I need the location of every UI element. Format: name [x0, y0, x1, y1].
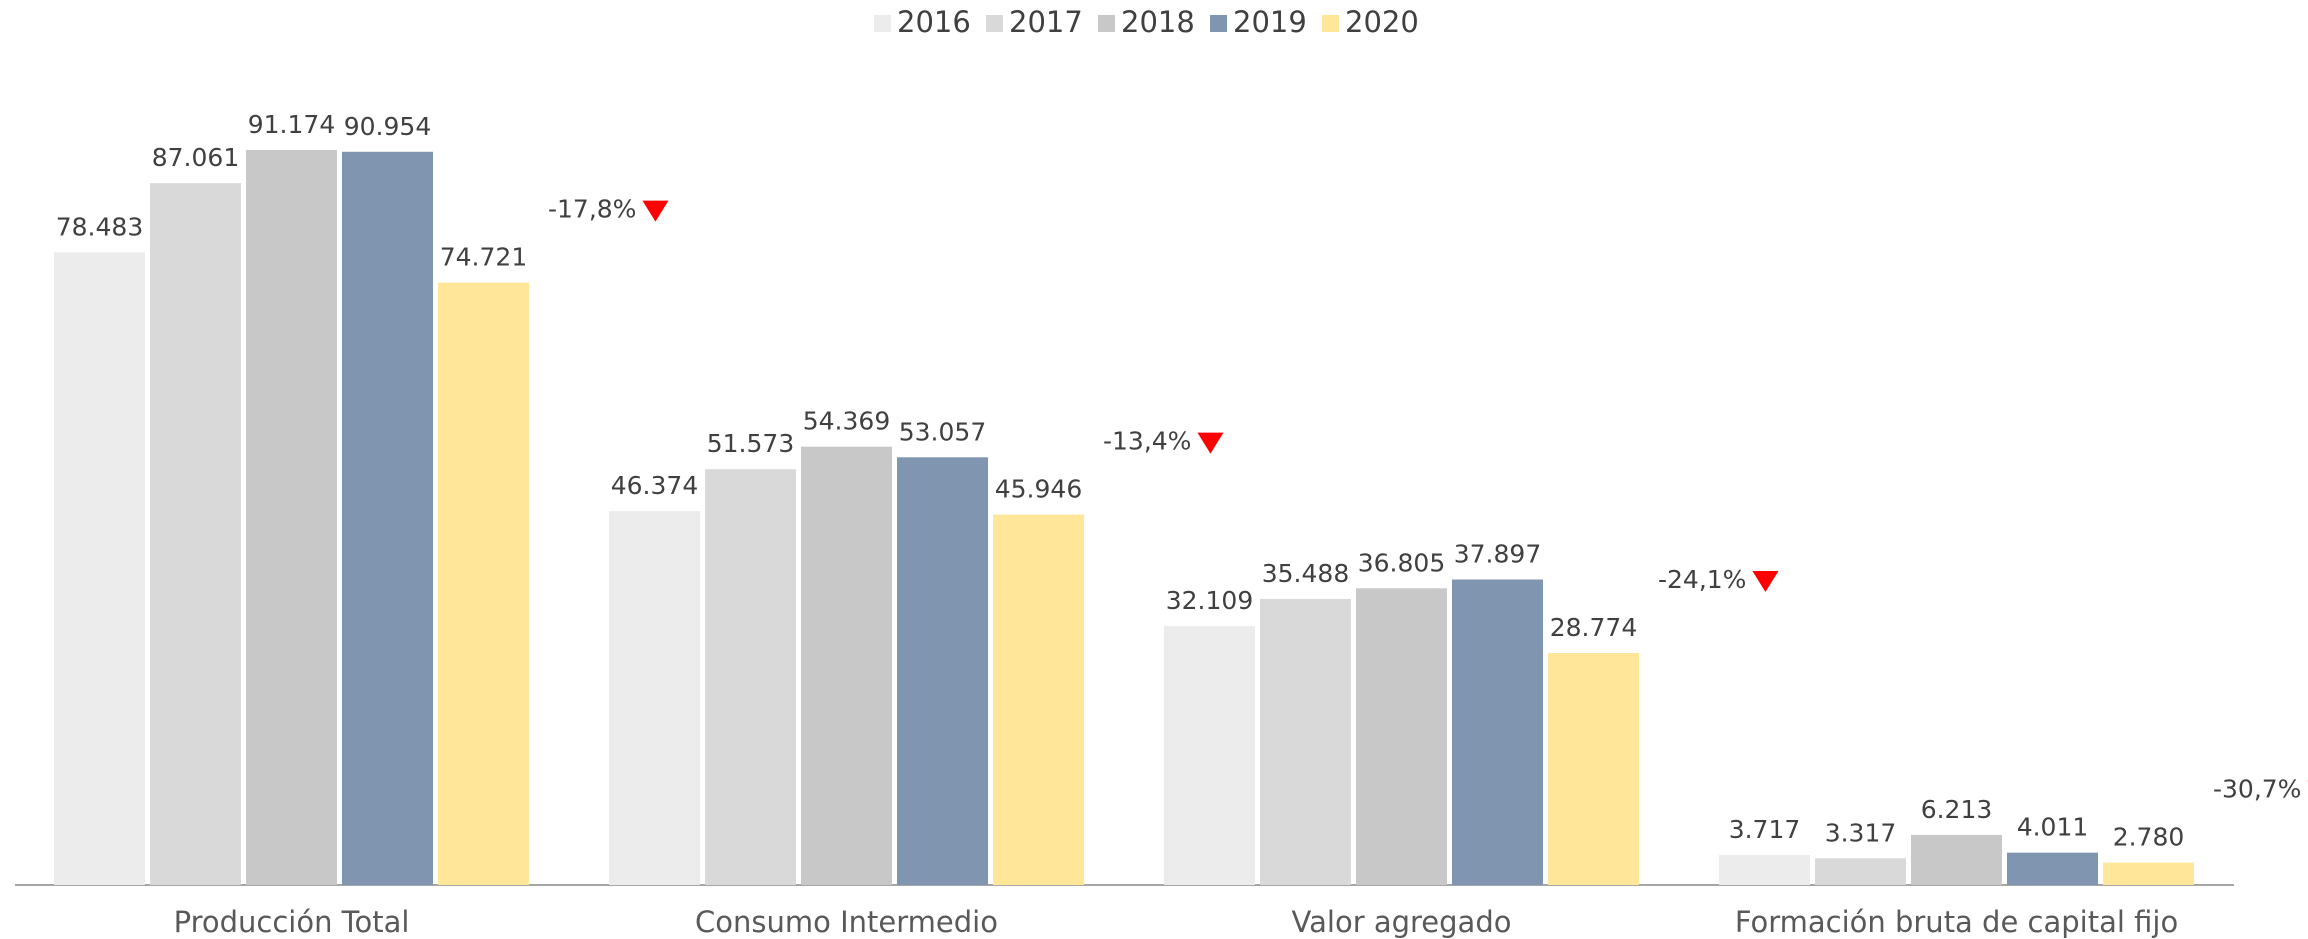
bar	[1260, 598, 1351, 885]
bar	[1356, 588, 1447, 885]
value-label: 91.174	[248, 110, 335, 139]
bar	[1452, 579, 1543, 885]
bar	[246, 150, 337, 885]
legend-swatch	[1322, 15, 1339, 32]
bar	[801, 446, 892, 885]
cat: Producción Total	[174, 905, 410, 939]
value-label: 32.109	[1166, 586, 1253, 615]
bar	[993, 514, 1084, 885]
cat: Formación bruta de capital fijo	[1735, 905, 2178, 939]
legend-label: 2020	[1345, 5, 1419, 39]
legend-swatch	[986, 15, 1003, 32]
legend-swatch	[1098, 15, 1115, 32]
legend-swatch	[874, 15, 891, 32]
value-label: 45.946	[995, 475, 1082, 504]
down-triangle	[1197, 432, 1224, 454]
legend-label: 2019	[1233, 5, 1307, 39]
value-label: 87.061	[152, 143, 239, 172]
bar	[2103, 862, 2194, 885]
bar	[2007, 852, 2098, 885]
bar	[438, 282, 529, 886]
value-label: 4.011	[2017, 813, 2089, 842]
value-label: 74.721	[440, 243, 527, 272]
bar	[609, 511, 700, 885]
value-label: 3.717	[1729, 815, 1801, 844]
legend-swatch	[1210, 15, 1227, 32]
legend-label: 2016	[897, 5, 971, 39]
value-label: 2.780	[2113, 823, 2185, 852]
value-label: 90.954	[344, 112, 431, 141]
annotation: -30,7%	[2213, 775, 2301, 804]
bar	[897, 457, 988, 885]
value-label: 6.213	[1921, 795, 1993, 824]
legend-label: 2017	[1009, 5, 1083, 39]
value-label: 28.774	[1550, 613, 1637, 642]
bar	[1815, 858, 1906, 885]
cat: Valor agregado	[1292, 905, 1512, 939]
value-label: 35.488	[1262, 559, 1349, 588]
bar	[150, 183, 241, 885]
bar	[54, 252, 145, 886]
value-label: 3.317	[1825, 818, 1897, 847]
annotation: -24,1%	[1658, 565, 1746, 594]
down-triangle	[1752, 571, 1779, 593]
bar	[342, 151, 433, 885]
value-label: 51.573	[707, 429, 794, 458]
value-label: 37.897	[1454, 539, 1541, 568]
value-label: 46.374	[611, 471, 698, 500]
annotation: -17,8%	[548, 195, 636, 224]
value-label: 78.483	[56, 212, 143, 241]
bar	[705, 469, 796, 885]
bar	[1548, 653, 1639, 885]
legend-label: 2018	[1121, 5, 1195, 39]
value-label: 53.057	[899, 417, 986, 446]
bar	[1164, 626, 1255, 885]
value-label: 36.805	[1358, 548, 1445, 577]
value-label: 54.369	[803, 407, 890, 436]
cat: Consumo Intermedio	[695, 905, 998, 939]
annotation: -13,4%	[1103, 427, 1191, 456]
bar	[1911, 834, 2002, 885]
down-triangle	[642, 200, 669, 222]
bar	[1719, 855, 1810, 885]
